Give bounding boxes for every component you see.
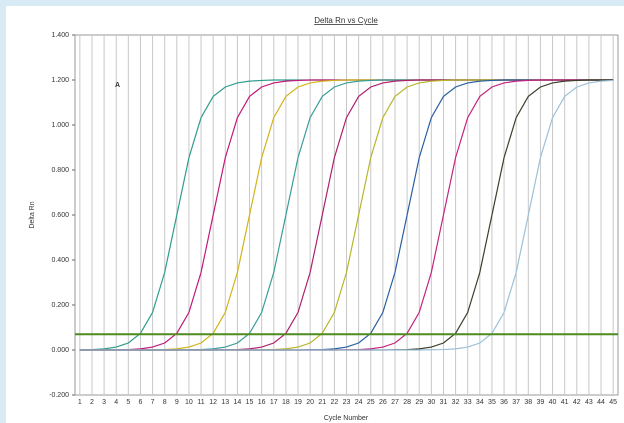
x-tick-label: 29 xyxy=(415,399,423,406)
x-tick-label: 42 xyxy=(573,399,581,406)
x-tick-label: 23 xyxy=(343,399,351,406)
x-tick-label: 9 xyxy=(175,399,179,406)
x-tick-label: 15 xyxy=(246,399,254,406)
x-tick-label: 11 xyxy=(197,399,204,406)
x-tick-label: 6 xyxy=(138,399,142,406)
x-tick-label: 30 xyxy=(427,399,435,406)
x-tick-label: 22 xyxy=(330,399,338,406)
x-tick-label: 18 xyxy=(282,399,290,406)
x-tick-label: 20 xyxy=(306,399,314,406)
x-tick-label: 16 xyxy=(258,399,266,406)
x-tick-label: 26 xyxy=(379,399,387,406)
y-tick-label: 1.200 xyxy=(51,77,69,84)
panel-label: A xyxy=(115,82,120,89)
y-tick-label: 0.600 xyxy=(51,212,69,219)
x-tick-label: 21 xyxy=(318,399,326,406)
y-tick-label: 1.400 xyxy=(51,32,69,39)
x-tick-label: 36 xyxy=(500,399,508,406)
x-tick-label: 3 xyxy=(102,399,106,406)
x-tick-label: 34 xyxy=(476,399,484,406)
x-tick-label: 27 xyxy=(391,399,399,406)
x-tick-label: 37 xyxy=(512,399,520,406)
x-tick-label: 38 xyxy=(524,399,532,406)
x-tick-label: 14 xyxy=(234,399,242,406)
x-tick-label: 7 xyxy=(151,399,155,406)
x-tick-label: 4 xyxy=(114,399,118,406)
x-tick-label: 5 xyxy=(126,399,130,406)
y-tick-label: -0.200 xyxy=(49,392,69,399)
x-tick-label: 19 xyxy=(294,399,302,406)
x-tick-label: 44 xyxy=(597,399,605,406)
x-tick-label: 10 xyxy=(185,399,193,406)
y-tick-label: 0.200 xyxy=(51,302,69,309)
x-tick-label: 12 xyxy=(209,399,217,406)
x-tick-label: 8 xyxy=(163,399,167,406)
x-tick-label: 25 xyxy=(367,399,375,406)
y-tick-label: 0.000 xyxy=(51,347,69,354)
x-axis-label: Cycle Number xyxy=(324,415,369,422)
x-tick-label: 43 xyxy=(585,399,593,406)
y-axis-label: Delta Rn xyxy=(29,201,36,228)
x-tick-label: 24 xyxy=(355,399,363,406)
x-tick-label: 39 xyxy=(537,399,545,406)
y-tick-label: 1.000 xyxy=(51,122,69,129)
x-tick-label: 32 xyxy=(452,399,460,406)
x-tick-label: 40 xyxy=(549,399,557,406)
x-tick-label: 35 xyxy=(488,399,496,406)
x-tick-label: 33 xyxy=(464,399,472,406)
x-tick-label: 1 xyxy=(78,399,82,406)
x-tick-label: 28 xyxy=(403,399,411,406)
x-tick-label: 41 xyxy=(561,399,569,406)
x-tick-label: 31 xyxy=(440,399,448,406)
x-tick-label: 13 xyxy=(221,399,229,406)
y-tick-label: 0.800 xyxy=(51,167,69,174)
amplification-curve xyxy=(79,79,614,351)
x-tick-label: 17 xyxy=(270,399,278,406)
chart-title: Delta Rn vs Cycle xyxy=(314,16,378,25)
x-tick-label: 45 xyxy=(609,399,617,406)
y-tick-label: 0.400 xyxy=(51,257,69,264)
x-tick-label: 2 xyxy=(90,399,94,406)
